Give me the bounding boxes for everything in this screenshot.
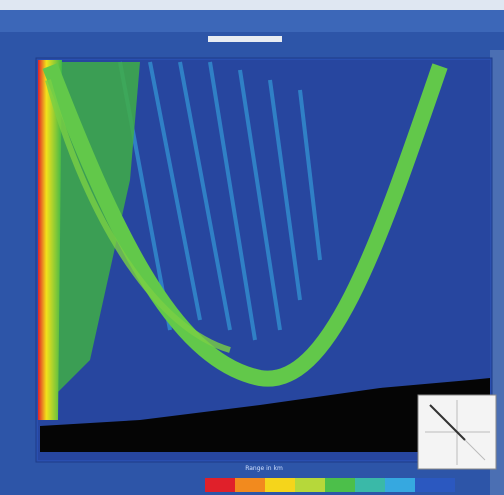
colorbar-segment xyxy=(415,478,455,492)
colorbar-segment xyxy=(265,478,295,492)
page: {"plot": {"x_axis_label": "Range in km"}… xyxy=(0,0,504,495)
colorbar-segment xyxy=(325,478,355,492)
title-bar xyxy=(0,0,504,10)
colorbar-segment xyxy=(355,478,385,492)
colorbar-segment xyxy=(385,478,415,492)
colorbar-segment xyxy=(295,478,325,492)
colorbar-segment xyxy=(235,478,265,492)
colorbar-segment xyxy=(205,478,235,492)
slider[interactable] xyxy=(208,36,282,42)
inset xyxy=(418,395,496,469)
x-axis-label: Range in km xyxy=(245,465,283,472)
colorbar xyxy=(205,478,455,492)
viewer: Range in km xyxy=(0,0,504,495)
toolbar xyxy=(0,10,504,32)
